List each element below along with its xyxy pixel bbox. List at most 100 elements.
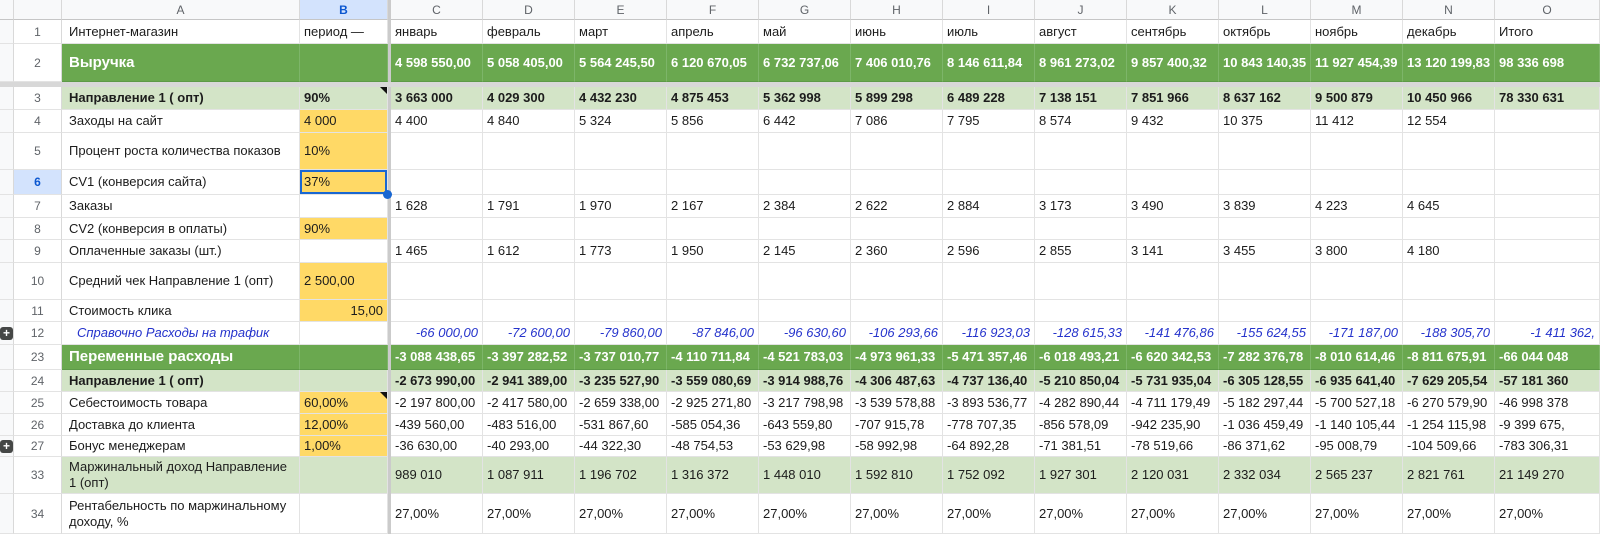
cell-O34[interactable]: 27,00% [1495,494,1600,534]
cell-B4[interactable]: 4 000 [300,110,388,133]
cell-E8[interactable] [575,218,667,240]
cell-N6[interactable] [1403,170,1495,195]
cell-J11[interactable] [1035,300,1127,322]
cell-K25[interactable]: -4 711 179,49 [1127,392,1219,414]
cell-D12[interactable]: -72 600,00 [483,322,575,345]
cell-C23[interactable]: -3 088 438,65 [391,345,483,370]
cell-G27[interactable]: -53 629,98 [759,436,851,457]
cell-L6[interactable] [1219,170,1311,195]
cell-D24[interactable]: -2 941 389,00 [483,370,575,392]
row-header-12[interactable]: 12 [14,322,62,345]
cell-I33[interactable]: 1 752 092 [943,457,1035,494]
cell-F25[interactable]: -2 925 271,80 [667,392,759,414]
cell-D25[interactable]: -2 417 580,00 [483,392,575,414]
cell-N3[interactable]: 10 450 966 [1403,87,1495,110]
column-header-O[interactable]: O [1495,0,1600,20]
cell-N7[interactable]: 4 645 [1403,195,1495,218]
cell-O12[interactable]: -1 411 362, [1495,322,1600,345]
cell-N34[interactable]: 27,00% [1403,494,1495,534]
cell-K33[interactable]: 2 120 031 [1127,457,1219,494]
cell-C3[interactable]: 3 663 000 [391,87,483,110]
cell-N2[interactable]: 13 120 199,83 [1403,44,1495,82]
cell-C26[interactable]: -439 560,00 [391,414,483,436]
cell-B26[interactable]: 12,00% [300,414,388,436]
cell-A4[interactable]: Заходы на сайт [62,110,300,133]
cell-G24[interactable]: -3 914 988,76 [759,370,851,392]
cell-N10[interactable] [1403,263,1495,300]
cell-F7[interactable]: 2 167 [667,195,759,218]
row-header-2[interactable]: 2 [14,44,62,82]
cell-H2[interactable]: 7 406 010,76 [851,44,943,82]
cell-J34[interactable]: 27,00% [1035,494,1127,534]
cell-E7[interactable]: 1 970 [575,195,667,218]
row-header-4[interactable]: 4 [14,110,62,133]
cell-F11[interactable] [667,300,759,322]
cell-C25[interactable]: -2 197 800,00 [391,392,483,414]
cell-K27[interactable]: -78 519,66 [1127,436,1219,457]
cell-E1[interactable]: март [575,20,667,44]
row-header-9[interactable]: 9 [14,240,62,263]
cell-B10[interactable]: 2 500,00 [300,263,388,300]
cell-B1[interactable]: период — [300,20,388,44]
cell-J27[interactable]: -71 381,51 [1035,436,1127,457]
row-header-34[interactable]: 34 [14,494,62,534]
cell-E9[interactable]: 1 773 [575,240,667,263]
column-header-F[interactable]: F [667,0,759,20]
cell-I27[interactable]: -64 892,28 [943,436,1035,457]
cell-D7[interactable]: 1 791 [483,195,575,218]
cell-I12[interactable]: -116 923,03 [943,322,1035,345]
row-header-23[interactable]: 23 [14,345,62,370]
column-header-N[interactable]: N [1403,0,1495,20]
cell-L26[interactable]: -1 036 459,49 [1219,414,1311,436]
cell-M27[interactable]: -95 008,79 [1311,436,1403,457]
cell-C33[interactable]: 989 010 [391,457,483,494]
cell-K6[interactable] [1127,170,1219,195]
cell-D10[interactable] [483,263,575,300]
cell-A1[interactable]: Интернет-магазин [62,20,300,44]
cell-A10[interactable]: Средний чек Направление 1 (опт) [62,263,300,300]
column-header-B[interactable]: B [300,0,388,20]
cell-B12[interactable] [300,322,388,345]
column-header-M[interactable]: M [1311,0,1403,20]
cell-O5[interactable] [1495,133,1600,170]
cell-I26[interactable]: -778 707,35 [943,414,1035,436]
cell-F3[interactable]: 4 875 453 [667,87,759,110]
cell-I24[interactable]: -4 737 136,40 [943,370,1035,392]
cell-F4[interactable]: 5 856 [667,110,759,133]
cell-A33[interactable]: Маржинальный доход Направление 1 (опт) [62,457,300,494]
cell-O10[interactable] [1495,263,1600,300]
cell-L3[interactable]: 8 637 162 [1219,87,1311,110]
cell-K11[interactable] [1127,300,1219,322]
cell-H33[interactable]: 1 592 810 [851,457,943,494]
cell-K8[interactable] [1127,218,1219,240]
cell-I23[interactable]: -5 471 357,46 [943,345,1035,370]
cell-L5[interactable] [1219,133,1311,170]
cell-M34[interactable]: 27,00% [1311,494,1403,534]
cell-K23[interactable]: -6 620 342,53 [1127,345,1219,370]
cell-F10[interactable] [667,263,759,300]
cell-A11[interactable]: Стоимость клика [62,300,300,322]
cell-G6[interactable] [759,170,851,195]
cell-H12[interactable]: -106 293,66 [851,322,943,345]
cell-A27[interactable]: Бонус менеджерам [62,436,300,457]
cell-M1[interactable]: ноябрь [1311,20,1403,44]
cell-M24[interactable]: -6 935 641,40 [1311,370,1403,392]
cell-C24[interactable]: -2 673 990,00 [391,370,483,392]
cell-G1[interactable]: май [759,20,851,44]
cell-K2[interactable]: 9 857 400,32 [1127,44,1219,82]
cell-G2[interactable]: 6 732 737,06 [759,44,851,82]
column-header-K[interactable]: K [1127,0,1219,20]
cell-G26[interactable]: -643 559,80 [759,414,851,436]
cell-O6[interactable] [1495,170,1600,195]
cell-J4[interactable]: 8 574 [1035,110,1127,133]
cell-A3[interactable]: Направление 1 ( опт) [62,87,300,110]
cell-M5[interactable] [1311,133,1403,170]
cell-J5[interactable] [1035,133,1127,170]
cell-M4[interactable]: 11 412 [1311,110,1403,133]
cell-L23[interactable]: -7 282 376,78 [1219,345,1311,370]
cell-G5[interactable] [759,133,851,170]
cell-H34[interactable]: 27,00% [851,494,943,534]
cell-D23[interactable]: -3 397 282,52 [483,345,575,370]
cell-N1[interactable]: декабрь [1403,20,1495,44]
cell-H27[interactable]: -58 992,98 [851,436,943,457]
